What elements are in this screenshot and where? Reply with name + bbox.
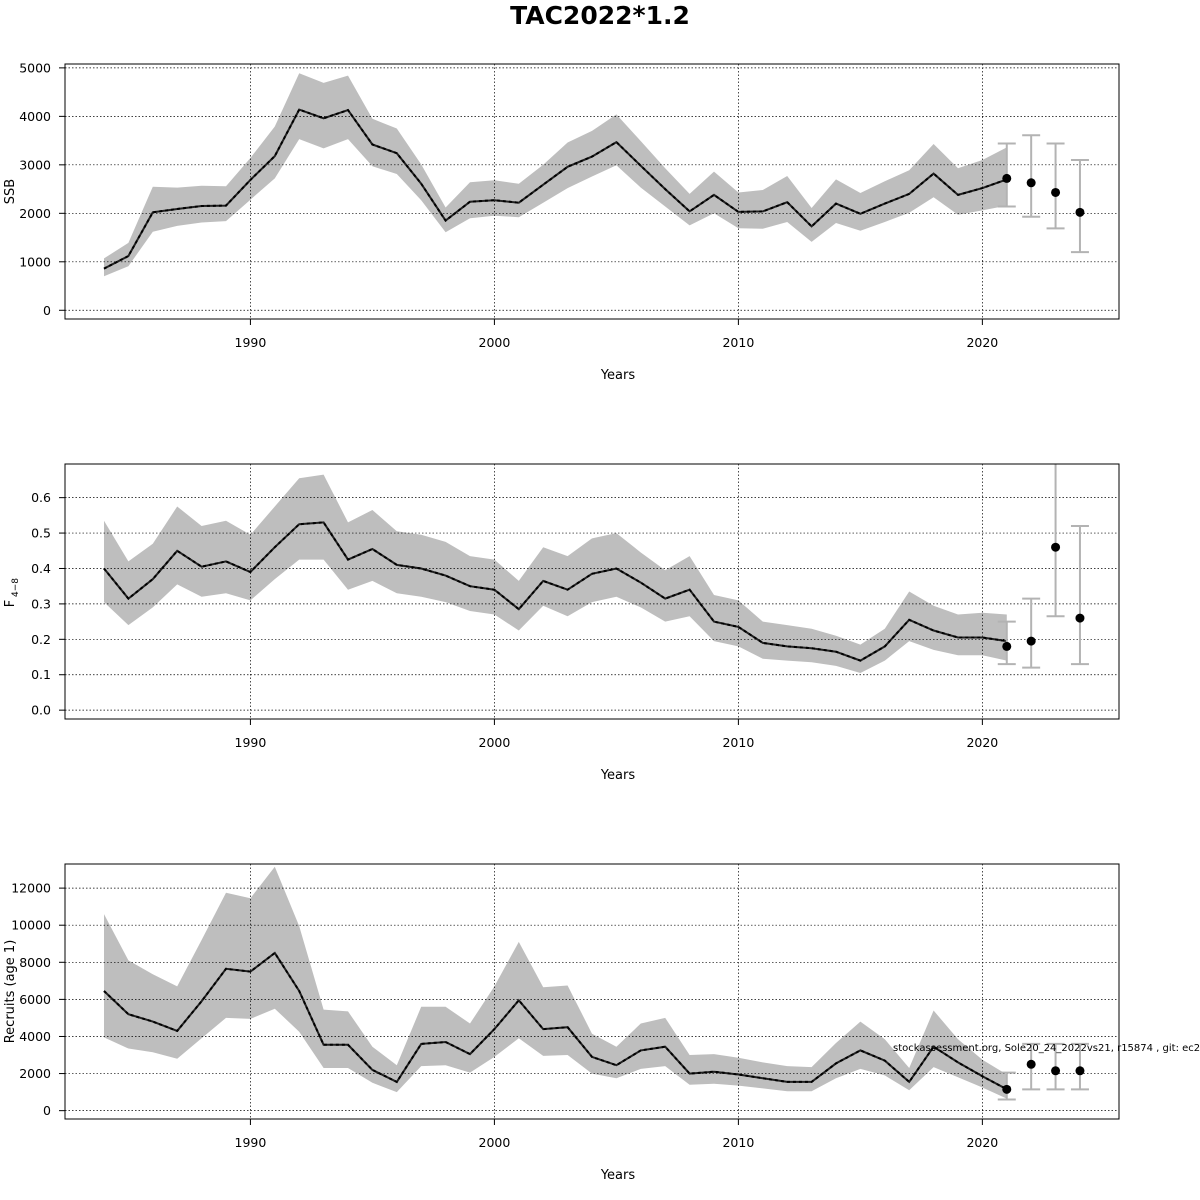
- plot-frame: [64, 63, 1120, 320]
- x-tick-label: 2010: [722, 1135, 754, 1150]
- y-tick-label: 2000: [19, 1066, 51, 1081]
- plot-area: [65, 64, 1119, 319]
- forecast-point: [1075, 613, 1085, 623]
- x-tick-label: 2010: [722, 735, 754, 750]
- x-axis-label: Years: [600, 1168, 636, 1183]
- forecast-point: [1075, 207, 1085, 217]
- y-tick-label: 0.0: [31, 703, 51, 718]
- forecast-point: [1002, 1084, 1012, 1094]
- x-axis-label: Years: [600, 368, 636, 383]
- credit-text: stockassessment.org, Sole20_24_2022vs21,…: [893, 1043, 1200, 1054]
- y-tick-label: 0: [43, 1103, 51, 1118]
- y-tick-label: 4000: [19, 1029, 51, 1044]
- y-tick-label: 2000: [19, 206, 51, 221]
- y-tick-label: 4000: [19, 109, 51, 124]
- confidence-band: [104, 474, 1007, 673]
- y-tick-label: 0.1: [31, 667, 51, 682]
- plot-frame: [64, 463, 1120, 720]
- y-tick-label: 0.3: [31, 596, 51, 611]
- forecast-point: [1051, 542, 1061, 552]
- plot-area: [65, 864, 1119, 1119]
- forecast-point: [1026, 178, 1036, 188]
- y-axis-label: F: [3, 600, 18, 607]
- x-axis-label: Years: [600, 768, 636, 783]
- forecast-point: [1002, 641, 1012, 651]
- x-tick-label: 2000: [479, 1135, 511, 1150]
- y-axis-label: SSB: [3, 179, 18, 204]
- y-tick-label: 8000: [19, 955, 51, 970]
- forecast-point: [1026, 636, 1036, 646]
- x-tick-label: 1990: [235, 335, 267, 350]
- plot-area: [65, 464, 1119, 719]
- recruits-panel: 1990 2000 2010 2020 0 2000 4000 6000 8000 10000 12…: [3, 863, 1120, 1183]
- y-axis-label-subscript: 4−8: [11, 578, 21, 597]
- y-tick-label: 3000: [19, 157, 51, 172]
- estimate-line-dashed: [103, 521, 1007, 662]
- confidence-band: [104, 866, 1007, 1099]
- x-tick-label: 1990: [235, 1135, 267, 1150]
- x-tick-label: 2020: [966, 335, 998, 350]
- y-tick-label: 0: [43, 303, 51, 318]
- forecast-point: [1051, 187, 1061, 197]
- y-tick-label: 12000: [11, 881, 51, 896]
- forecast-point: [1026, 1059, 1036, 1069]
- y-tick-label: 6000: [19, 992, 51, 1007]
- y-tick-label: 0.4: [31, 561, 51, 576]
- y-tick-label: 5000: [19, 60, 51, 75]
- y-tick-label: 0.6: [31, 490, 51, 505]
- forecast-point: [1051, 1066, 1061, 1076]
- estimate-line-dashed: [103, 108, 1008, 270]
- figure-title: TAC2022*1.2: [510, 1, 690, 30]
- y-tick-label: 0.2: [31, 632, 51, 647]
- fishing-mortality-panel: 1990 2000 2010 2020 0.0 0.1 0.2 0.3 0.4 0.5 0.6 Yea…: [3, 463, 1120, 783]
- y-axis-label: Recruits (age 1): [3, 940, 18, 1044]
- x-tick-label: 2000: [479, 335, 511, 350]
- x-tick-label: 2020: [966, 735, 998, 750]
- x-tick-label: 1990: [235, 735, 267, 750]
- x-tick-label: 2020: [966, 1135, 998, 1150]
- x-tick-label: 2010: [722, 335, 754, 350]
- y-tick-label: 10000: [11, 918, 51, 933]
- x-tick-label: 2000: [479, 735, 511, 750]
- plot-frame: [64, 863, 1120, 1120]
- forecast-point: [1075, 1066, 1085, 1076]
- y-tick-label: 1000: [19, 254, 51, 269]
- forecast-point: [1002, 173, 1012, 183]
- y-tick-label: 0.5: [31, 526, 51, 541]
- estimate-line-dashed: [103, 951, 1008, 1091]
- ssb-panel: 1990 2000 2010 2020 0 1000 2000 3000 4000 5000 Yea…: [3, 60, 1120, 383]
